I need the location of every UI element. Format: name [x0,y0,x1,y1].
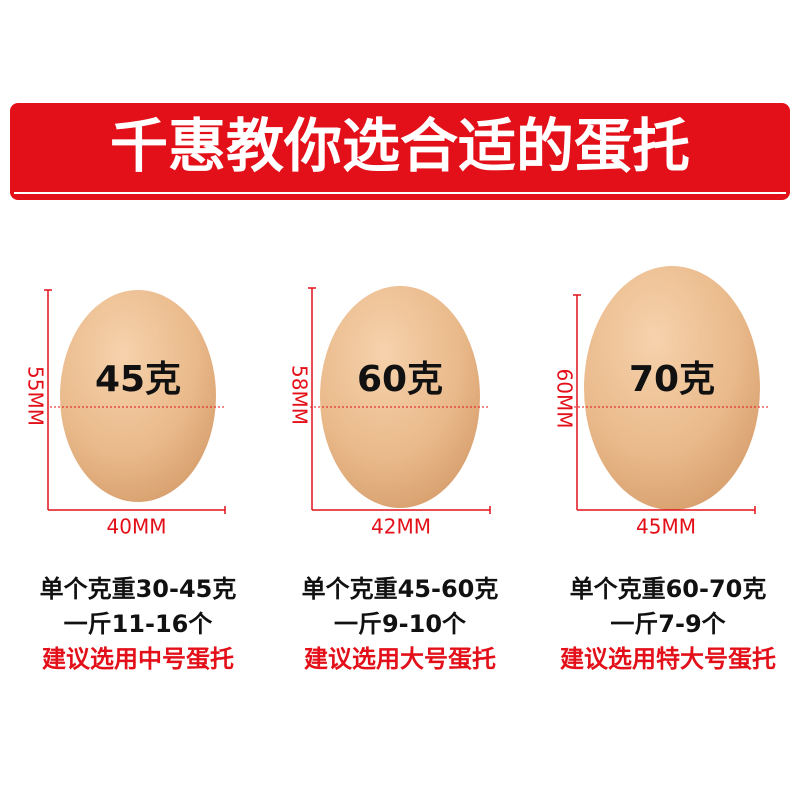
egg [584,266,760,510]
title-banner [10,103,790,200]
spec-line: 单个克重30-45克 [40,575,237,603]
egg [60,290,216,502]
title: 千惠教你选合适的蛋托 [110,112,690,180]
height-label: 58MM [288,365,312,425]
spec-line: 建议选用中号蛋托 [42,645,234,673]
weight-label: 45克 [95,359,181,400]
spec-line: 一斤7-9个 [610,610,726,638]
weight-label: 60克 [357,359,443,400]
width-label: 40MM [107,515,167,539]
width-label: 42MM [371,515,431,539]
spec-line: 一斤9-10个 [334,610,467,638]
height-label: 60MM [553,369,577,429]
spec-line: 一斤11-16个 [64,610,214,638]
egg [320,286,480,508]
height-label: 55MM [24,366,48,426]
weight-label: 70克 [629,359,715,400]
spec-line: 建议选用大号蛋托 [304,645,496,673]
spec-line: 单个克重60-70克 [570,575,767,603]
spec-line: 单个克重45-60克 [302,575,499,603]
width-label: 45MM [636,515,696,539]
spec-line: 建议选用特大号蛋托 [560,645,776,673]
